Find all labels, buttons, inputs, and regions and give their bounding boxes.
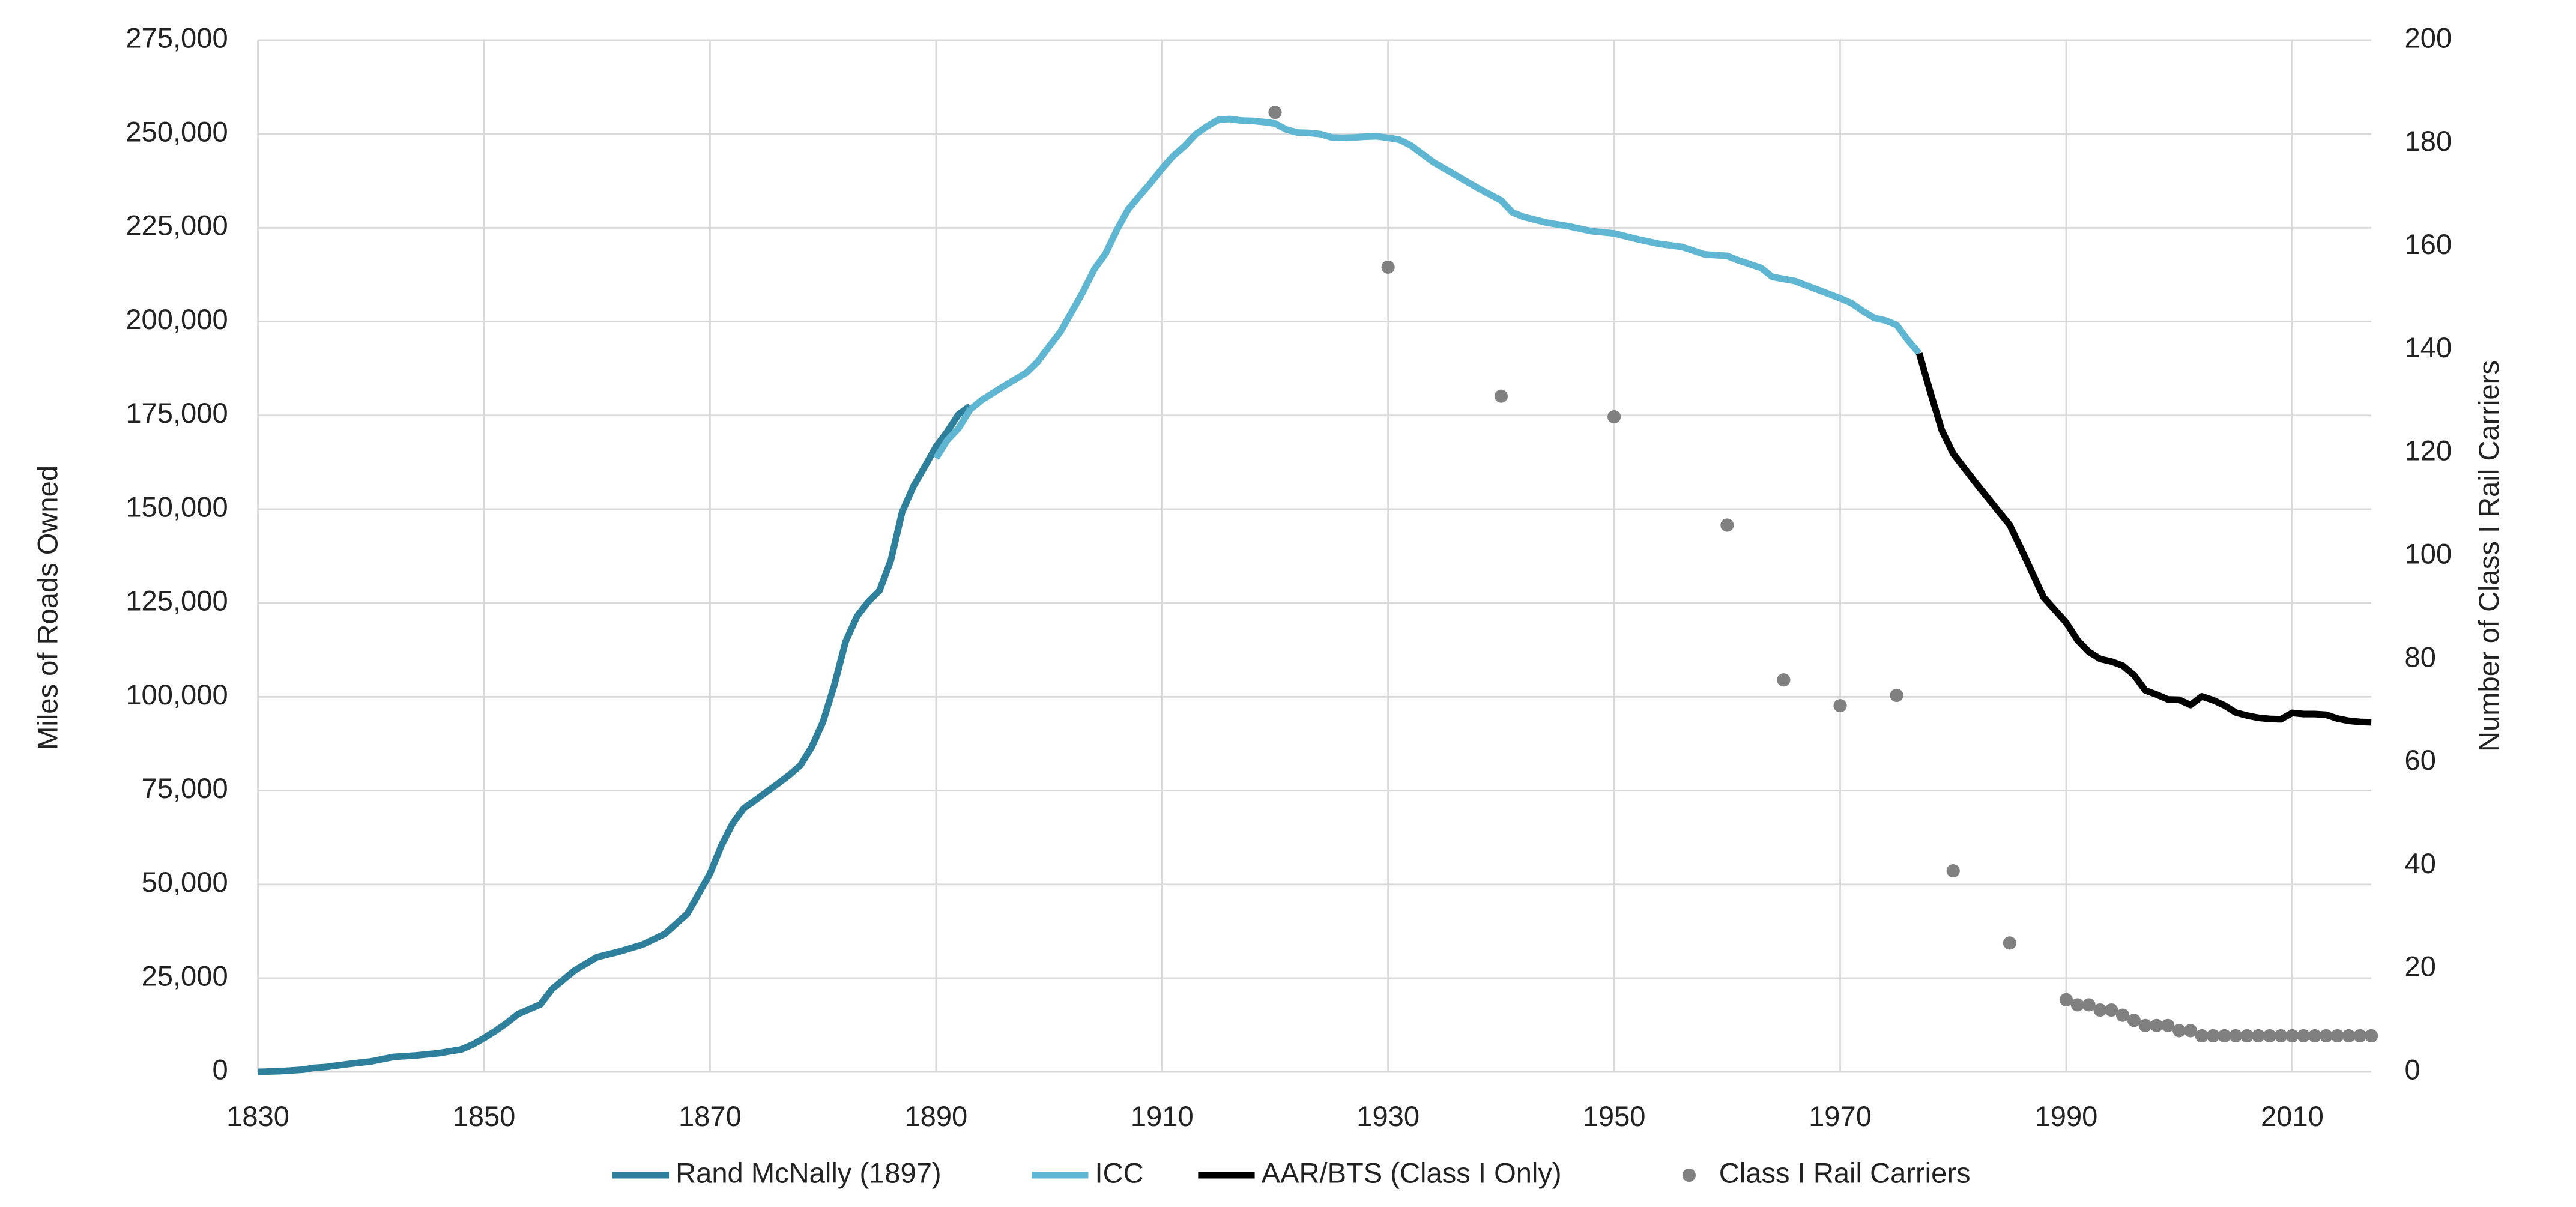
data-point (1833, 699, 1847, 713)
data-point (1381, 260, 1395, 274)
data-point (2183, 1024, 2198, 1038)
y2-tick-label: 20 (2405, 951, 2436, 982)
y-tick-label: 125,000 (125, 585, 228, 617)
data-point (2297, 1029, 2311, 1043)
y2-tick-label: 40 (2405, 847, 2436, 879)
y-tick-label: 275,000 (125, 22, 228, 53)
y-tick-label: 25,000 (142, 960, 228, 991)
data-point (2342, 1029, 2356, 1043)
y2-tick-label: 0 (2405, 1054, 2420, 1086)
y2-tick-label: 180 (2405, 125, 2452, 157)
x-tick-label: 1950 (1583, 1100, 1646, 1132)
data-point (2308, 1029, 2322, 1043)
y2-tick-label: 60 (2405, 744, 2436, 776)
data-point (1607, 410, 1621, 424)
y2-tick-label: 100 (2405, 537, 2452, 569)
data-line (933, 115, 1922, 460)
data-point (1268, 106, 1282, 119)
data-point (2330, 1029, 2344, 1043)
y2-tick-label: 120 (2405, 435, 2452, 467)
y-tick-label: 225,000 (125, 210, 228, 241)
data-point (2229, 1029, 2243, 1043)
data-point (2059, 993, 2073, 1006)
legend-label: ICC (1095, 1157, 1144, 1188)
x-tick-label: 1990 (2035, 1100, 2098, 1132)
y-tick-label: 50,000 (142, 866, 228, 898)
x-tick-label: 1970 (1809, 1100, 1872, 1132)
x-tick-label: 1850 (453, 1100, 516, 1132)
legend-label: Class I Rail Carriers (1719, 1157, 1971, 1188)
y-tick-label: 200,000 (125, 303, 228, 335)
data-point (2353, 1029, 2367, 1043)
y-tick-label: 75,000 (142, 772, 228, 804)
y2-tick-label: 140 (2405, 331, 2452, 363)
data-line (258, 403, 972, 1075)
data-point (2105, 1003, 2118, 1017)
y-tick-label: 100,000 (125, 679, 228, 710)
data-point (2365, 1029, 2378, 1043)
y-axis-title: Miles of Roads Owned (32, 465, 64, 750)
data-point (2218, 1029, 2231, 1043)
x-tick-label: 1910 (1131, 1100, 1194, 1132)
data-point (2263, 1029, 2276, 1043)
y-tick-label: 175,000 (125, 397, 228, 429)
legend-marker (1682, 1168, 1696, 1182)
x-tick-label: 1930 (1356, 1100, 1420, 1132)
data-point (2138, 1018, 2152, 1032)
data-point (2093, 1003, 2107, 1017)
data-point (2115, 1008, 2130, 1022)
x-tick-label: 2010 (2261, 1100, 2324, 1132)
legend-label: Rand McNally (1897) (676, 1157, 941, 1188)
legend-label: AAR/BTS (Class I Only) (1262, 1157, 1562, 1188)
data-point (1890, 688, 1903, 703)
y-tick-label: 250,000 (125, 116, 228, 148)
data-point (1494, 389, 1508, 403)
data-point (2285, 1029, 2299, 1043)
data-point (2172, 1024, 2186, 1038)
x-tick-label: 1870 (679, 1100, 742, 1132)
x-tick-label: 1830 (226, 1100, 289, 1132)
data-point (1720, 518, 1734, 532)
data-point (2206, 1029, 2220, 1043)
data-point (2070, 998, 2084, 1012)
data-point (2003, 936, 2016, 950)
data-point (2240, 1029, 2254, 1043)
y2-tick-label: 200 (2405, 22, 2452, 53)
y-tick-label: 0 (212, 1054, 228, 1086)
data-point (2195, 1029, 2209, 1043)
data-point (2082, 998, 2096, 1012)
data-point (2127, 1014, 2141, 1027)
y2-tick-label: 160 (2405, 228, 2452, 260)
data-point (1777, 673, 1791, 687)
data-point (1946, 864, 1960, 878)
y2-tick-label: 80 (2405, 641, 2436, 673)
data-point (2150, 1018, 2163, 1032)
data-point (2251, 1029, 2266, 1043)
data-point (2274, 1029, 2288, 1043)
data-point (2319, 1029, 2333, 1043)
x-tick-label: 1890 (904, 1100, 967, 1132)
y2-axis-title: Number of Class I Rail Carriers (2473, 360, 2505, 752)
y-tick-label: 150,000 (125, 491, 228, 522)
data-point (2161, 1018, 2175, 1032)
data-line (1915, 352, 2372, 726)
